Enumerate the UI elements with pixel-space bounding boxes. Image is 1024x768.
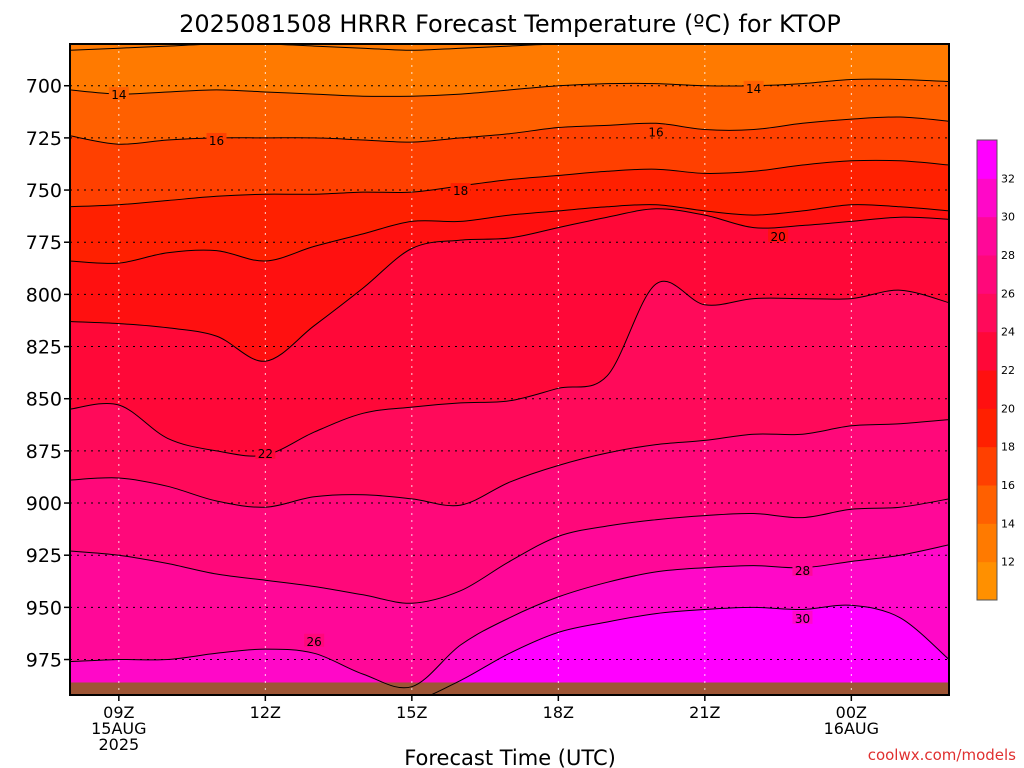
- x-tick-label-21Z: 21Z: [689, 703, 720, 722]
- band-16-18: [70, 116, 949, 207]
- isotherm-20: [70, 204, 949, 264]
- contour-label-bg-30: [792, 610, 813, 624]
- contour-label-22: 22: [258, 447, 273, 461]
- y-tick-label-800: 800: [26, 284, 62, 306]
- x-tick-label-09Z: 09Z: [103, 703, 134, 722]
- contour-label-16: 16: [209, 134, 224, 148]
- colorbar-label-14: 14: [1001, 517, 1015, 530]
- y-tick-label-975: 975: [26, 650, 62, 672]
- band-14-16: [70, 79, 949, 145]
- colorbar-label-12: 12: [1001, 556, 1015, 569]
- band-26-28: [70, 419, 949, 604]
- band-12-14: [70, 44, 949, 97]
- isotherm-24: [70, 281, 949, 457]
- isotherm-28: [70, 498, 949, 604]
- band-28-30: [70, 498, 949, 688]
- isotherm-22: [70, 208, 949, 362]
- contour-label-bg-14: [108, 87, 129, 101]
- contour-label-bg-18: [450, 183, 471, 197]
- x-tick-label-2025: 2025: [98, 735, 139, 754]
- colorbar-label-16: 16: [1001, 479, 1015, 492]
- colorbar-label-22: 22: [1001, 364, 1015, 377]
- watermark-text: coolwx.com/models: [868, 746, 1016, 764]
- x-tick-label-16AUG: 16AUG: [824, 719, 879, 738]
- colorbar-segment-32: [977, 140, 997, 179]
- contour-label-layer: 14 14 16 16 18 20 22 26 28 30: [108, 80, 813, 649]
- isotherm-26: [70, 419, 949, 508]
- colorbar-label-26: 26: [1001, 287, 1015, 300]
- colorbar-label-30: 30: [1001, 211, 1015, 224]
- y-tick-label-775: 775: [26, 232, 62, 254]
- colorbar-segment-20: [977, 370, 997, 409]
- colorbar-segment-16: [977, 446, 997, 486]
- chart-title: 2025081508 HRRR Forecast Temperature (ºC…: [179, 10, 841, 38]
- contour-label-bg-26: [304, 633, 325, 647]
- colorbar-segment-18: [977, 408, 997, 448]
- colorbar-segment-12: [977, 523, 997, 563]
- contour-label-bg-14: [743, 80, 764, 94]
- contour-label-28: 28: [795, 564, 810, 578]
- colorbar-segment-14: [977, 485, 997, 524]
- band-18-20: [70, 160, 949, 264]
- contour-label-16: 16: [648, 126, 663, 140]
- x-tick-label-00Z: 00Z: [836, 703, 867, 722]
- contour-label-26: 26: [307, 635, 322, 649]
- isotherm-32: [429, 604, 949, 695]
- colorbar-segment-24: [977, 293, 997, 333]
- y-tick-label-900: 900: [26, 493, 62, 515]
- x-tick-label-12Z: 12Z: [250, 703, 281, 722]
- y-tick-label-700: 700: [26, 76, 62, 98]
- ground-surface: [70, 682, 949, 695]
- colorbar-segment-26: [977, 255, 997, 294]
- ground-layer: [70, 682, 949, 695]
- contour-label-14: 14: [111, 88, 126, 102]
- colorbar-label-32: 32: [1001, 172, 1015, 185]
- band-32-34: [430, 605, 949, 695]
- colorbar-label-18: 18: [1001, 441, 1015, 454]
- contour-label-30: 30: [795, 612, 810, 626]
- y-tick-label-850: 850: [26, 389, 62, 411]
- colorbar-frame: [976, 139, 998, 601]
- isotherm-14: [70, 78, 949, 97]
- isotherm-12: [70, 44, 949, 51]
- y-tick-label-875: 875: [26, 441, 62, 463]
- band-30-32: [70, 544, 949, 695]
- band-20-22: [70, 204, 949, 362]
- contour-label-20: 20: [770, 230, 785, 244]
- x-tick-label-15AUG: 15AUG: [91, 719, 146, 738]
- plot-area: 14 14 16 16 18 20 22 26 28 30: [70, 44, 949, 695]
- band-24-26: [70, 281, 949, 508]
- colorbar-segment-28: [977, 216, 997, 256]
- x-tick-label-18Z: 18Z: [543, 703, 574, 722]
- y-tick-label-925: 925: [26, 545, 62, 567]
- contour-label-18: 18: [453, 184, 468, 198]
- y-tick-label-825: 825: [26, 337, 62, 359]
- colorbar-label-24: 24: [1001, 326, 1015, 339]
- band-22-24: [70, 208, 949, 457]
- colorbar-segment-22: [977, 331, 997, 371]
- colorbar-label-20: 20: [1001, 402, 1015, 415]
- y-tick-label-950: 950: [26, 597, 62, 619]
- temperature-fill-layer: [70, 44, 949, 695]
- plot-frame: [69, 43, 950, 696]
- y-tick-label-750: 750: [26, 180, 62, 202]
- contour-label-bg-22: [255, 445, 276, 459]
- isotherm-18: [70, 159, 949, 208]
- contour-label-bg-28: [792, 562, 813, 576]
- colorbar-segment-30: [977, 178, 997, 218]
- y-tick-label-725: 725: [26, 128, 62, 150]
- contour-label-bg-16: [206, 132, 227, 146]
- contour-label-bg-16: [646, 124, 666, 138]
- y-axis: 700 725 750 775 800 825 850 875 900 925 950 975: [26, 76, 70, 672]
- colorbar-segment-10: [977, 561, 997, 601]
- x-axis-title: Forecast Time (UTC): [404, 746, 616, 768]
- contour-label-14: 14: [746, 82, 761, 96]
- colorbar: 12 14 16 18 20 22 24 26 28 30 32: [976, 139, 1015, 601]
- x-tick-label-15Z: 15Z: [396, 703, 427, 722]
- colorbar-label-28: 28: [1001, 249, 1015, 262]
- contour-label-bg-20: [768, 228, 789, 242]
